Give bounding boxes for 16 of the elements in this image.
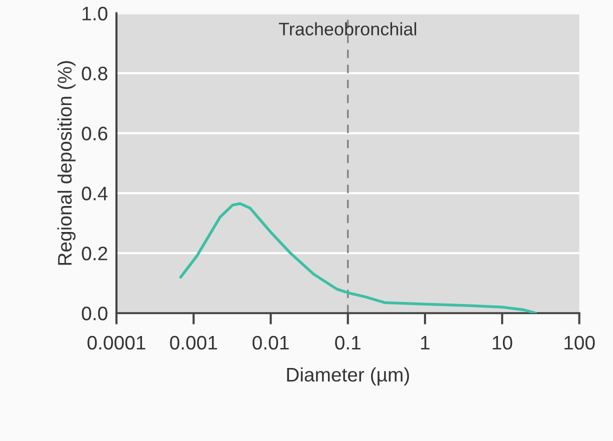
x-tick-label: 0.01 [252,336,289,350]
y-axis-title: Regional deposition (%) [57,61,76,265]
x-tick-label: 0.001 [170,336,217,350]
x-axis-title: Diameter (µm) [287,367,409,386]
y-tick-label: 0.0 [82,306,108,320]
x-tick-label: 0.1 [335,336,360,350]
annotation: Tracheobronchial [278,22,416,36]
y-tick-label: 0.2 [82,246,108,260]
y-tick-label: 0.6 [82,126,108,140]
x-tick-label: 0.0001 [87,336,146,350]
x-tick-label: 100 [564,336,595,350]
x-tick-label: 10 [492,336,512,350]
y-tick-label: 0.8 [82,66,108,80]
x-tick-label: 1 [421,336,430,350]
y-tick-label: 1.0 [82,6,108,20]
y-tick-label: 0.4 [82,186,108,200]
